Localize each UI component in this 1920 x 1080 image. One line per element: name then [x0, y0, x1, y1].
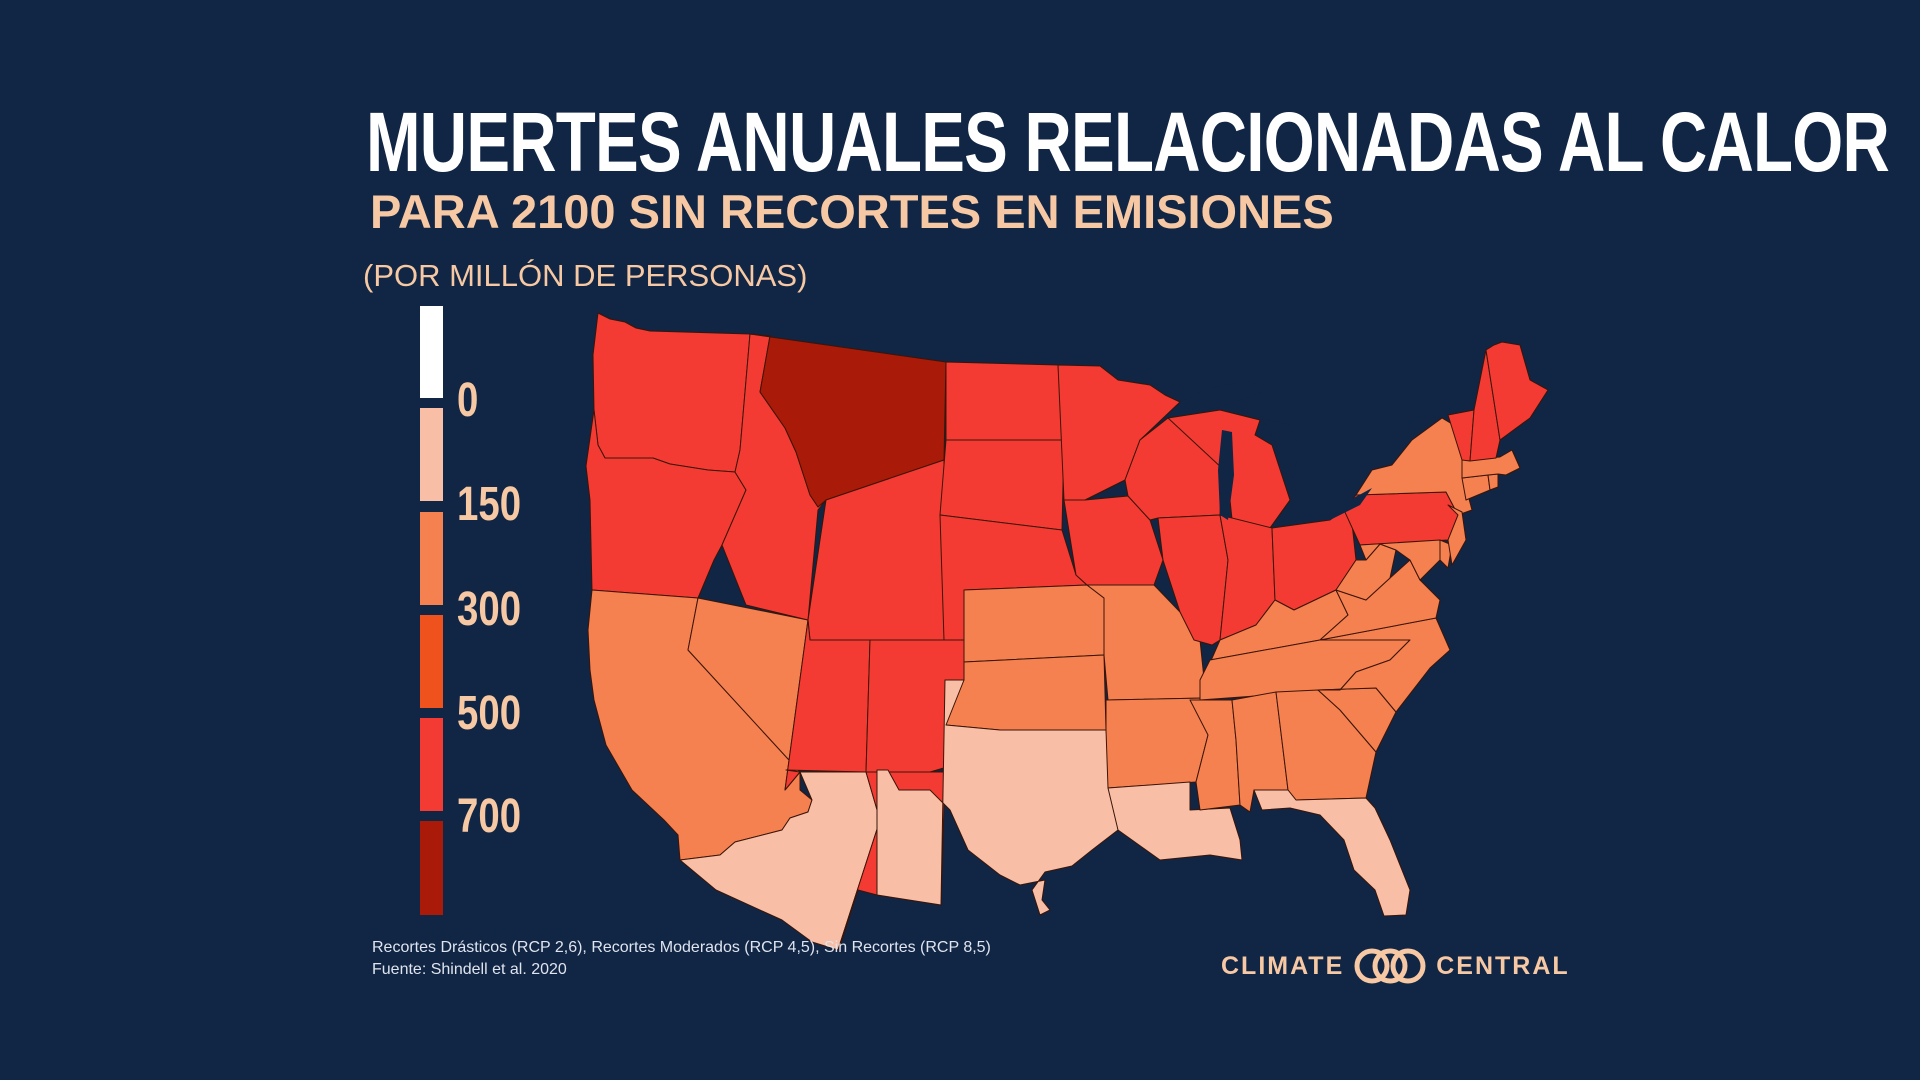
state-montana	[749, 333, 947, 508]
lake-superior	[1180, 380, 1262, 412]
legend-swatch-1	[420, 408, 443, 501]
state-rhode-island	[1487, 473, 1499, 491]
state-florida	[1253, 789, 1411, 917]
legend-label-150: 150	[457, 478, 522, 531]
map-title: MUERTES ANUALES RELACIONADAS AL CALOR	[366, 95, 1890, 189]
lake-erie	[1310, 488, 1372, 520]
map-subtitle: PARA 2100 SIN RECORTES EN EMISIONES	[370, 185, 1334, 238]
state-new-hampshire	[1469, 349, 1501, 462]
legend-swatch-5	[420, 821, 443, 915]
units-label: (POR MILLÓN DE PERSONAS)	[363, 258, 808, 293]
state-louisiana	[1107, 781, 1243, 861]
legend-label-700: 700	[457, 790, 522, 843]
brand-word-climate: CLIMATE	[1221, 951, 1345, 980]
state-arkansas	[1105, 697, 1209, 789]
legend-label-0: 0	[457, 374, 479, 427]
footnote-source: Fuente: Shindell et al. 2020	[372, 961, 567, 978]
interlocking-rings-icon	[1354, 948, 1426, 984]
legend-swatch-0	[420, 306, 443, 398]
state-north-carolina	[1317, 617, 1451, 713]
brand-word-central: CENTRAL	[1436, 951, 1570, 980]
lake-huron	[1262, 418, 1300, 478]
state-connecticut	[1461, 474, 1491, 501]
state-utah	[784, 619, 871, 791]
state-north-dakota	[945, 361, 1065, 441]
legend-swatch-2	[420, 512, 443, 605]
state-massachusetts	[1461, 449, 1521, 479]
legend-swatch-3	[420, 615, 443, 708]
footnote-scenarios: Recortes Drásticos (RCP 2,6), Recortes M…	[372, 939, 991, 956]
legend-label-300: 300	[457, 583, 522, 636]
state-kansas	[963, 584, 1105, 663]
legend-label-500: 500	[457, 687, 522, 740]
state-new-jersey	[1447, 504, 1467, 566]
state-maine	[1485, 341, 1549, 441]
lake-michigan	[1218, 430, 1234, 520]
legend-swatch-4	[420, 718, 443, 811]
state-oklahoma	[944, 654, 1107, 731]
state-washington	[592, 312, 751, 473]
state-south-dakota	[939, 439, 1065, 531]
climate-central-logo: CLIMATE CENTRAL	[1221, 948, 1570, 984]
